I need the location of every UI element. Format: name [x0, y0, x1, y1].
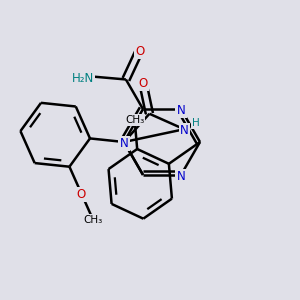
Text: CH₃: CH₃ [83, 215, 102, 225]
Text: N: N [180, 124, 188, 137]
Text: N: N [177, 104, 185, 117]
Text: N: N [177, 170, 185, 183]
Text: CH₃: CH₃ [125, 115, 144, 125]
Text: H: H [192, 118, 200, 128]
Text: O: O [138, 77, 147, 90]
Text: O: O [76, 188, 86, 201]
Text: O: O [135, 45, 144, 58]
Text: N: N [120, 137, 128, 150]
Text: H₂N: H₂N [71, 72, 94, 85]
